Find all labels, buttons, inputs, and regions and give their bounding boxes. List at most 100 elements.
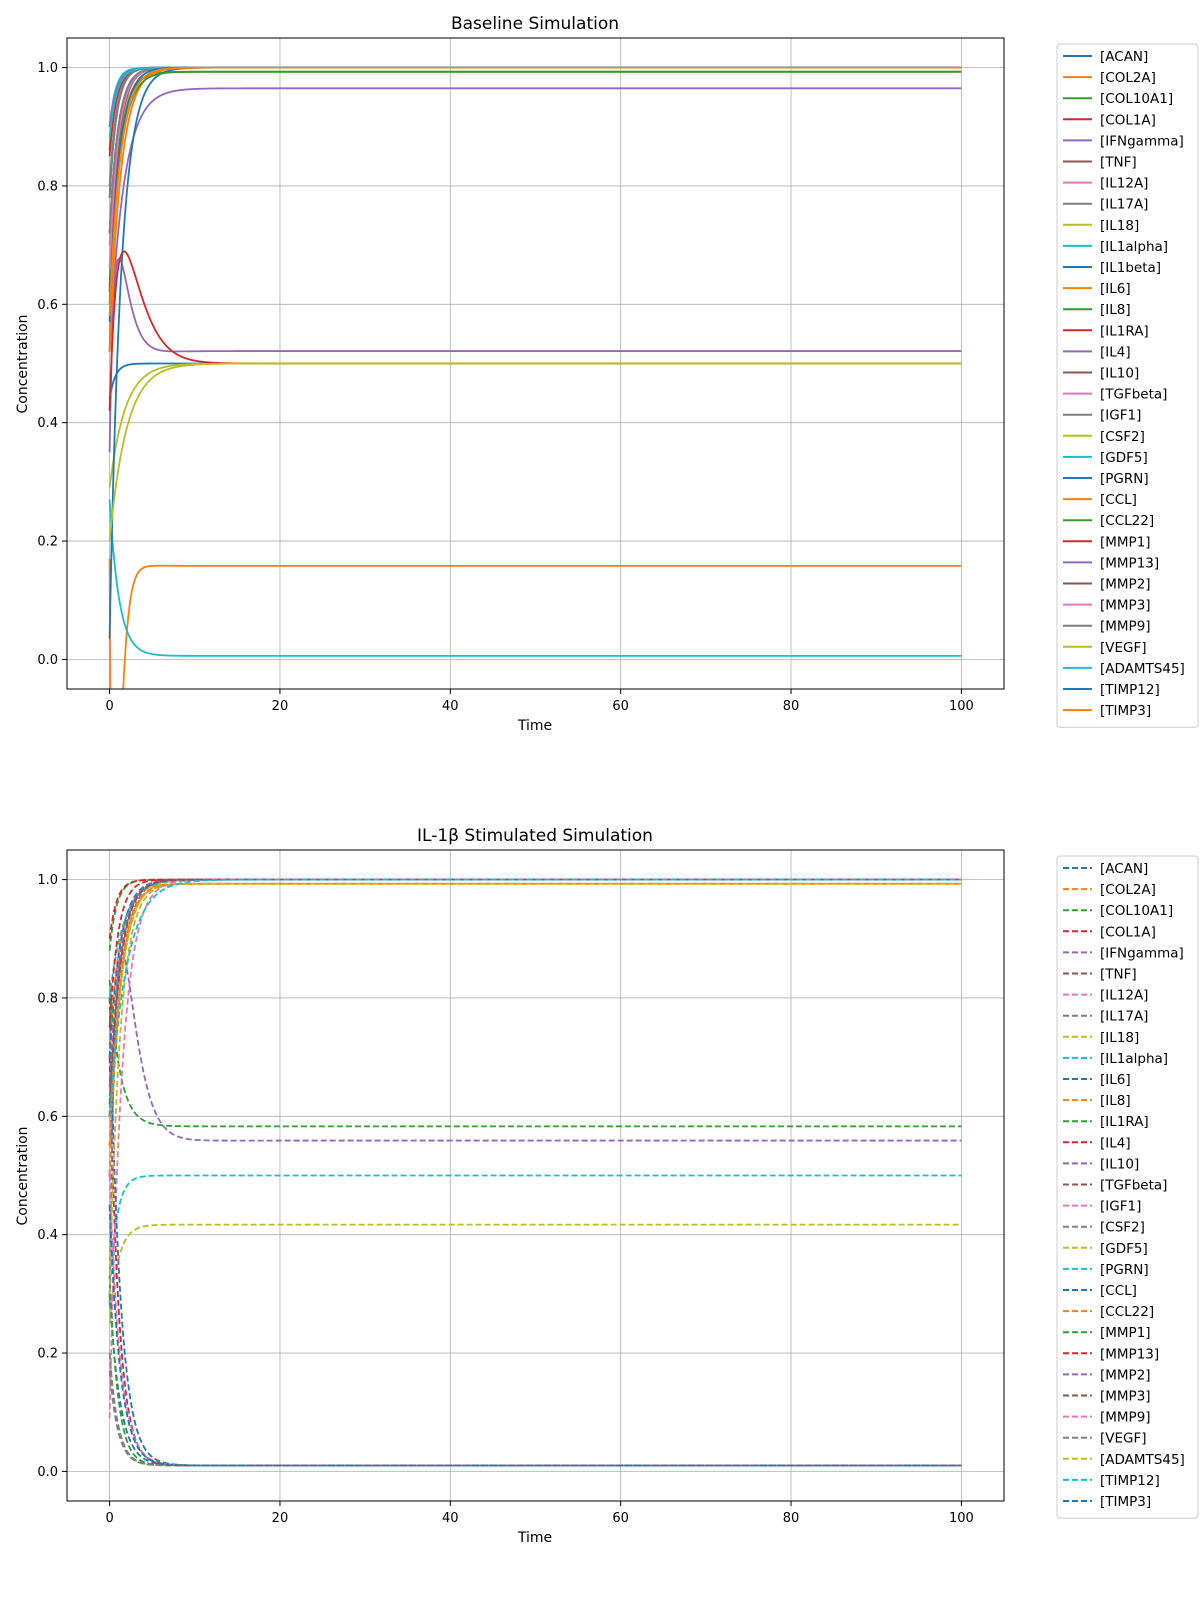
legend-label: [CCL22] xyxy=(1100,513,1154,529)
legend-label: [GDF5] xyxy=(1100,1241,1148,1257)
x-axis-label: Time xyxy=(517,1530,552,1546)
legend-label: [IL6] xyxy=(1100,1072,1131,1088)
y-tick-label: 0.0 xyxy=(37,1465,58,1480)
legend-label: [MMP9] xyxy=(1100,619,1151,635)
legend-label: [TGFbeta] xyxy=(1100,1178,1167,1194)
legend-label: [IFNgamma] xyxy=(1100,945,1184,961)
legend-label: [VEGF] xyxy=(1100,1431,1147,1447)
baseline-chart: Baseline Simulation Time Concentration 0… xyxy=(15,14,1199,734)
series-line xyxy=(108,882,962,1146)
legend-label: [IL1beta] xyxy=(1100,260,1161,276)
legend-label: [COL10A1] xyxy=(1100,903,1173,919)
legend-label: [TIMP12] xyxy=(1100,1473,1160,1489)
series-line xyxy=(108,66,962,317)
series-line xyxy=(108,952,962,1306)
legend-label: [MMP9] xyxy=(1100,1410,1151,1426)
legend-label: [PGRN] xyxy=(1100,1262,1149,1278)
legend-label: [COL2A] xyxy=(1100,882,1156,898)
series-line xyxy=(108,878,962,1146)
legend-label: [ADAMTS45] xyxy=(1100,1452,1185,1468)
legend-box xyxy=(1056,43,1199,728)
legend-label: [MMP3] xyxy=(1100,598,1151,614)
series-line xyxy=(108,882,962,1176)
legend-label: [MMP1] xyxy=(1100,534,1151,550)
x-tick-label: 100 xyxy=(949,1511,974,1526)
legend-label: [IL17A] xyxy=(1100,1009,1148,1025)
legend-label: [IL1alpha] xyxy=(1100,1051,1168,1067)
legend-label: [COL2A] xyxy=(1100,70,1156,86)
legend-label: [ACAN] xyxy=(1100,861,1148,877)
legend-label: [TGFbeta] xyxy=(1100,387,1167,403)
series-line xyxy=(108,362,962,542)
x-tick-label: 20 xyxy=(272,699,289,714)
x-tick-label: 40 xyxy=(442,1511,459,1526)
series-line xyxy=(108,1174,962,1294)
legend-label: [MMP2] xyxy=(1100,577,1151,593)
legend-label: [TIMP3] xyxy=(1100,1494,1151,1510)
legend-label: [MMP1] xyxy=(1100,1325,1151,1341)
y-tick-label: 0.4 xyxy=(37,416,58,431)
y-tick-label: 0.8 xyxy=(37,991,58,1006)
series-lines xyxy=(108,878,962,1467)
series-line xyxy=(108,257,962,453)
y-tick-label: 0.6 xyxy=(37,1110,58,1125)
legend-label: [PGRN] xyxy=(1100,471,1149,487)
x-axis-label: Time xyxy=(517,718,552,734)
il1b-stimulated-chart: IL-1β Stimulated Simulation Time Concent… xyxy=(15,826,1199,1546)
legend-label: [CCL] xyxy=(1100,1283,1137,1299)
series-line xyxy=(108,997,962,1467)
x-tick-label: 100 xyxy=(949,699,974,714)
legend-label: [GDF5] xyxy=(1100,450,1148,466)
legend: [ACAN] [COL2A] [COL10A1] [COL1A] [IFNgamma] [… xyxy=(1056,43,1199,728)
x-tick-label: 0 xyxy=(105,699,113,714)
legend-label: [IL18] xyxy=(1100,218,1139,234)
plot-frame xyxy=(66,849,1005,1502)
legend-label: [MMP13] xyxy=(1100,555,1159,571)
legend-label: [CCL22] xyxy=(1100,1304,1154,1320)
legend-label: [ADAMTS45] xyxy=(1100,661,1185,677)
x-tick-label: 40 xyxy=(442,699,459,714)
legend-box xyxy=(1056,855,1199,1519)
y-tick-label: 0.2 xyxy=(37,535,58,550)
x-tick-label: 60 xyxy=(612,1511,629,1526)
series-line xyxy=(108,558,962,689)
legend-label: [IL1RA] xyxy=(1100,1114,1149,1130)
legend-label: [MMP2] xyxy=(1100,1367,1151,1383)
series-line xyxy=(108,499,962,657)
legend-label: [IL1RA] xyxy=(1100,323,1149,339)
x-tick-label: 80 xyxy=(783,1511,800,1526)
legend-label: [IFNgamma] xyxy=(1100,133,1184,149)
series-line xyxy=(108,1205,962,1467)
y-tick-label: 1.0 xyxy=(37,873,58,888)
legend-label: [IL18] xyxy=(1100,1030,1139,1046)
x-tick-label: 20 xyxy=(272,1511,289,1526)
legend-label: [CSF2] xyxy=(1100,429,1145,445)
legend: [ACAN] [COL2A] [COL10A1] [COL1A] [IFNgamma] [… xyxy=(1056,855,1199,1519)
y-tick-label: 0.8 xyxy=(37,179,58,194)
chart-title: Baseline Simulation xyxy=(451,14,619,34)
y-tick-label: 0.6 xyxy=(37,298,58,313)
x-tick-label: 60 xyxy=(612,699,629,714)
series-line xyxy=(108,1370,962,1467)
legend-label: [TNF] xyxy=(1100,967,1137,983)
y-tick-label: 1.0 xyxy=(37,61,58,76)
legend-label: [COL10A1] xyxy=(1100,91,1173,107)
legend-label: [IL12A] xyxy=(1100,988,1148,1004)
legend-label: [IL10] xyxy=(1100,366,1139,382)
legend-label: [TNF] xyxy=(1100,155,1137,171)
y-axis-label: Concentration xyxy=(15,1126,31,1225)
legend-label: [IL10] xyxy=(1100,1156,1139,1172)
series-line xyxy=(108,980,962,1128)
plot-frame xyxy=(66,37,1005,690)
series-line xyxy=(108,1223,962,1324)
legend-label: [IL4] xyxy=(1100,1135,1131,1151)
legend-label: [IL4] xyxy=(1100,344,1131,360)
legend-label: [COL1A] xyxy=(1100,112,1156,128)
legend-label: [TIMP3] xyxy=(1100,703,1151,719)
legend-label: [MMP3] xyxy=(1100,1389,1151,1405)
x-tick-label: 0 xyxy=(105,1511,113,1526)
legend-label: [MMP13] xyxy=(1100,1346,1159,1362)
series-lines xyxy=(108,66,962,689)
